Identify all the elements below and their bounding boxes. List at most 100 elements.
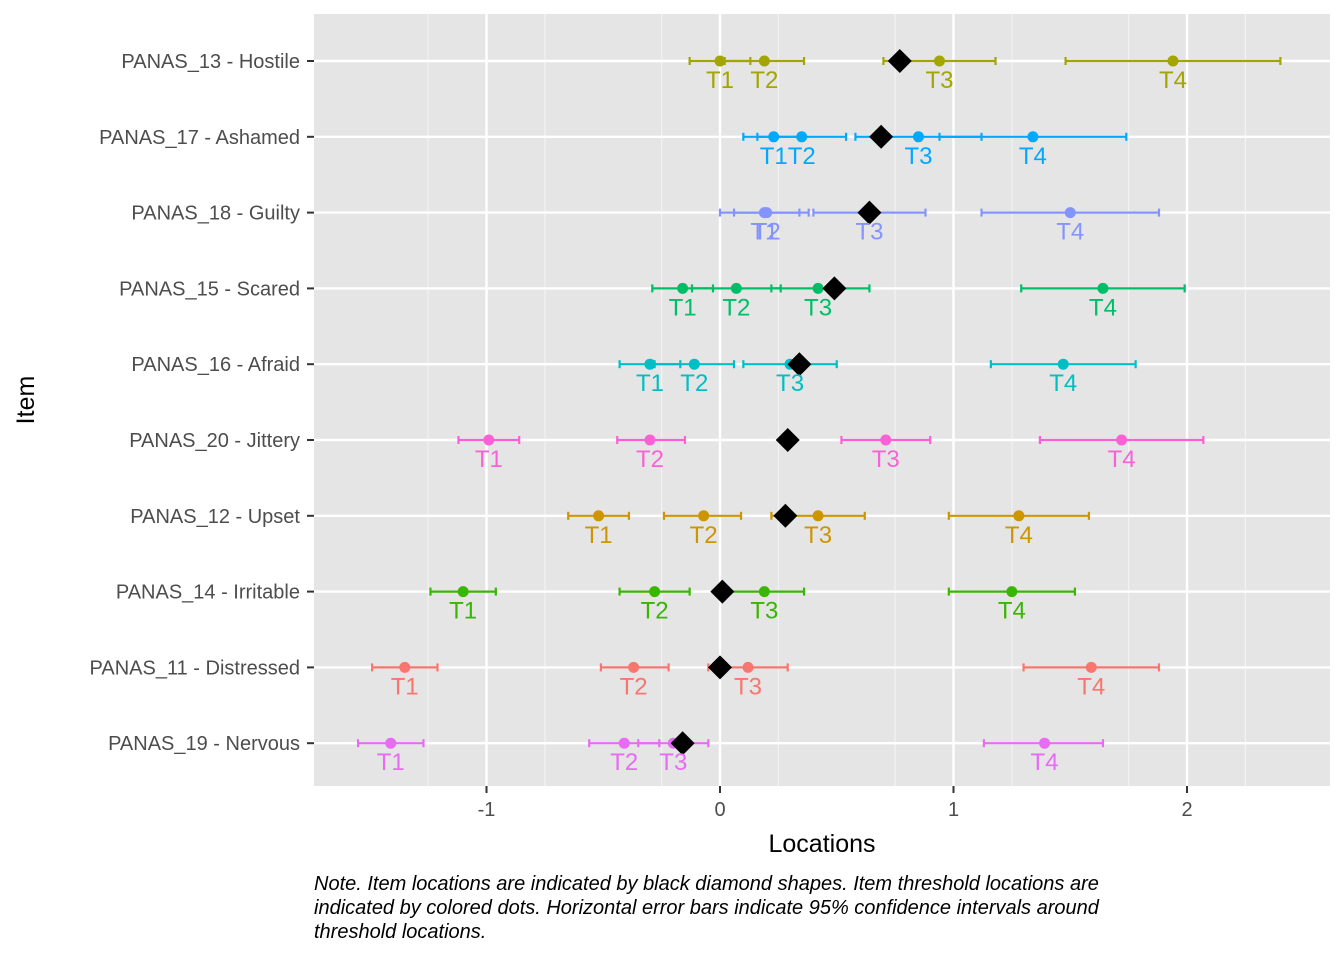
threshold-label: T4	[1089, 294, 1117, 321]
threshold-point	[644, 434, 656, 446]
threshold-point	[649, 586, 661, 598]
threshold-label: T4	[1049, 370, 1077, 397]
threshold-label: T2	[610, 749, 638, 776]
threshold-label: T4	[1108, 446, 1136, 473]
threshold-label: T2	[620, 673, 648, 700]
threshold-point	[730, 282, 742, 294]
threshold-point	[880, 434, 892, 446]
threshold-label: T3	[925, 67, 953, 94]
threshold-point	[1013, 510, 1025, 522]
x-tick-label: 1	[948, 799, 959, 821]
threshold-point	[933, 55, 945, 67]
plot-panel	[314, 14, 1330, 786]
threshold-point	[483, 434, 495, 446]
threshold-points	[385, 55, 1179, 749]
y-tick-label: PANAS_20 - Jittery	[129, 430, 300, 452]
y-tick-label: PANAS_17 - Ashamed	[99, 127, 300, 149]
item-location-diamonds	[670, 49, 912, 756]
y-tick-label: PANAS_11 - Distressed	[90, 657, 300, 679]
threshold-label: T4	[1056, 219, 1084, 246]
item-location-diamond	[887, 49, 912, 73]
threshold-label: T3	[804, 522, 832, 549]
y-tick-label: PANAS_15 - Scared	[119, 278, 300, 300]
threshold-point	[812, 282, 824, 294]
threshold-point	[768, 131, 780, 143]
threshold-label: T1	[475, 446, 503, 473]
threshold-point	[796, 131, 808, 143]
threshold-point	[593, 510, 605, 522]
threshold-label: T1	[391, 673, 419, 700]
threshold-point	[1085, 661, 1097, 673]
threshold-label: T1	[669, 294, 697, 321]
threshold-point	[1064, 207, 1076, 219]
threshold-point	[1006, 586, 1018, 598]
item-location-diamond	[708, 655, 732, 680]
y-axis: PANAS_13 - Hostile PANAS_17 - Ashamed PANA…	[90, 51, 314, 755]
threshold-point	[812, 510, 824, 522]
threshold-label: T4	[1031, 749, 1059, 776]
threshold-label: T3	[734, 673, 762, 700]
threshold-point	[714, 55, 726, 67]
threshold-point	[1167, 55, 1179, 67]
threshold-label: T1	[585, 522, 613, 549]
threshold-label: T3	[750, 598, 778, 625]
threshold-label: T1	[636, 370, 664, 397]
y-tick-label: PANAS_13 - Hostile	[121, 51, 300, 73]
y-tick-label: PANAS_14 - Irritable	[116, 582, 300, 604]
threshold-point	[1057, 358, 1069, 370]
threshold-label: T1	[377, 749, 405, 776]
y-tick-label: PANAS_19 - Nervous	[108, 733, 300, 755]
threshold-point	[758, 586, 770, 598]
threshold-label: T2	[722, 294, 750, 321]
threshold-label: T2	[750, 67, 778, 94]
x-tick-label: -1	[478, 799, 496, 821]
threshold-label: T3	[855, 219, 883, 246]
threshold-label: T4	[1077, 673, 1105, 700]
threshold-label: T1	[706, 67, 734, 94]
x-axis-title: Locations	[768, 830, 875, 858]
threshold-label: T3	[776, 370, 804, 397]
threshold-point	[761, 207, 773, 219]
threshold-point	[688, 358, 700, 370]
x-tick-label: 2	[1181, 799, 1192, 821]
threshold-label: T2	[680, 370, 708, 397]
threshold-label: T1	[449, 598, 477, 625]
threshold-label: T4	[998, 598, 1026, 625]
threshold-point	[385, 737, 397, 749]
item-location-diamond	[670, 731, 695, 756]
x-tick-label: 0	[714, 799, 725, 821]
threshold-point	[742, 661, 754, 673]
item-location-diamond	[857, 200, 882, 225]
chart-note: Note. Item locations are indicated by bl…	[314, 873, 1099, 943]
item-location-diamond	[822, 276, 847, 301]
threshold-label: T2	[690, 522, 718, 549]
error-bars	[356, 57, 1282, 748]
threshold-label: T2	[636, 446, 664, 473]
y-tick-label: PANAS_16 - Afraid	[131, 354, 300, 376]
threshold-point	[628, 661, 640, 673]
threshold-point	[618, 737, 630, 749]
item-location-diamond	[773, 503, 798, 528]
item-location-diamond	[787, 352, 812, 377]
item-location-diamond	[775, 428, 800, 452]
threshold-label: T3	[804, 294, 832, 321]
threshold-label: T3	[872, 446, 900, 473]
item-location-diamond	[710, 579, 735, 604]
threshold-label: T4	[1019, 143, 1047, 170]
threshold-point	[677, 282, 689, 294]
threshold-point	[457, 586, 469, 598]
threshold-label: T1	[750, 219, 778, 246]
threshold-label: T3	[904, 143, 932, 170]
threshold-point	[698, 510, 710, 522]
threshold-point	[758, 55, 770, 67]
x-axis: -1 0 1 2	[478, 786, 1193, 821]
y-tick-label: PANAS_12 - Upset	[130, 506, 300, 528]
threshold-label: T2	[753, 219, 781, 246]
threshold-point	[399, 661, 411, 673]
item-location-diamond	[869, 124, 894, 149]
threshold-label: T2	[641, 598, 669, 625]
threshold-label: T2	[788, 143, 816, 170]
threshold-point	[1116, 434, 1128, 446]
